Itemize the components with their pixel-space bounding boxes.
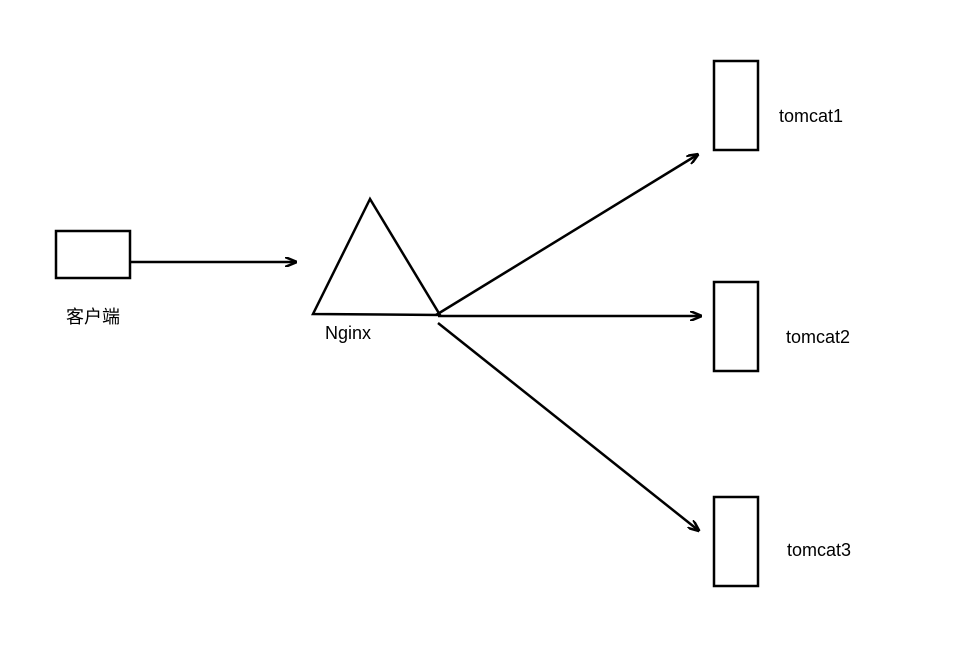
edge-nginx-tomcat1	[436, 155, 697, 315]
tomcat2-label: tomcat2	[786, 327, 850, 348]
tomcat3-label: tomcat3	[787, 540, 851, 561]
tomcat1-label: tomcat1	[779, 106, 843, 127]
client-node	[56, 231, 130, 278]
nginx-label: Nginx	[325, 323, 371, 344]
tomcat1-node	[714, 61, 758, 150]
tomcat3-node	[714, 497, 758, 586]
nginx-node	[313, 199, 440, 315]
client-label: 客户端	[66, 303, 120, 329]
tomcat2-node	[714, 282, 758, 371]
nginx-load-balance-diagram: 客户端 Nginx tomcat1 tomcat2 tomcat3	[0, 0, 979, 652]
edge-nginx-tomcat3	[438, 323, 698, 530]
